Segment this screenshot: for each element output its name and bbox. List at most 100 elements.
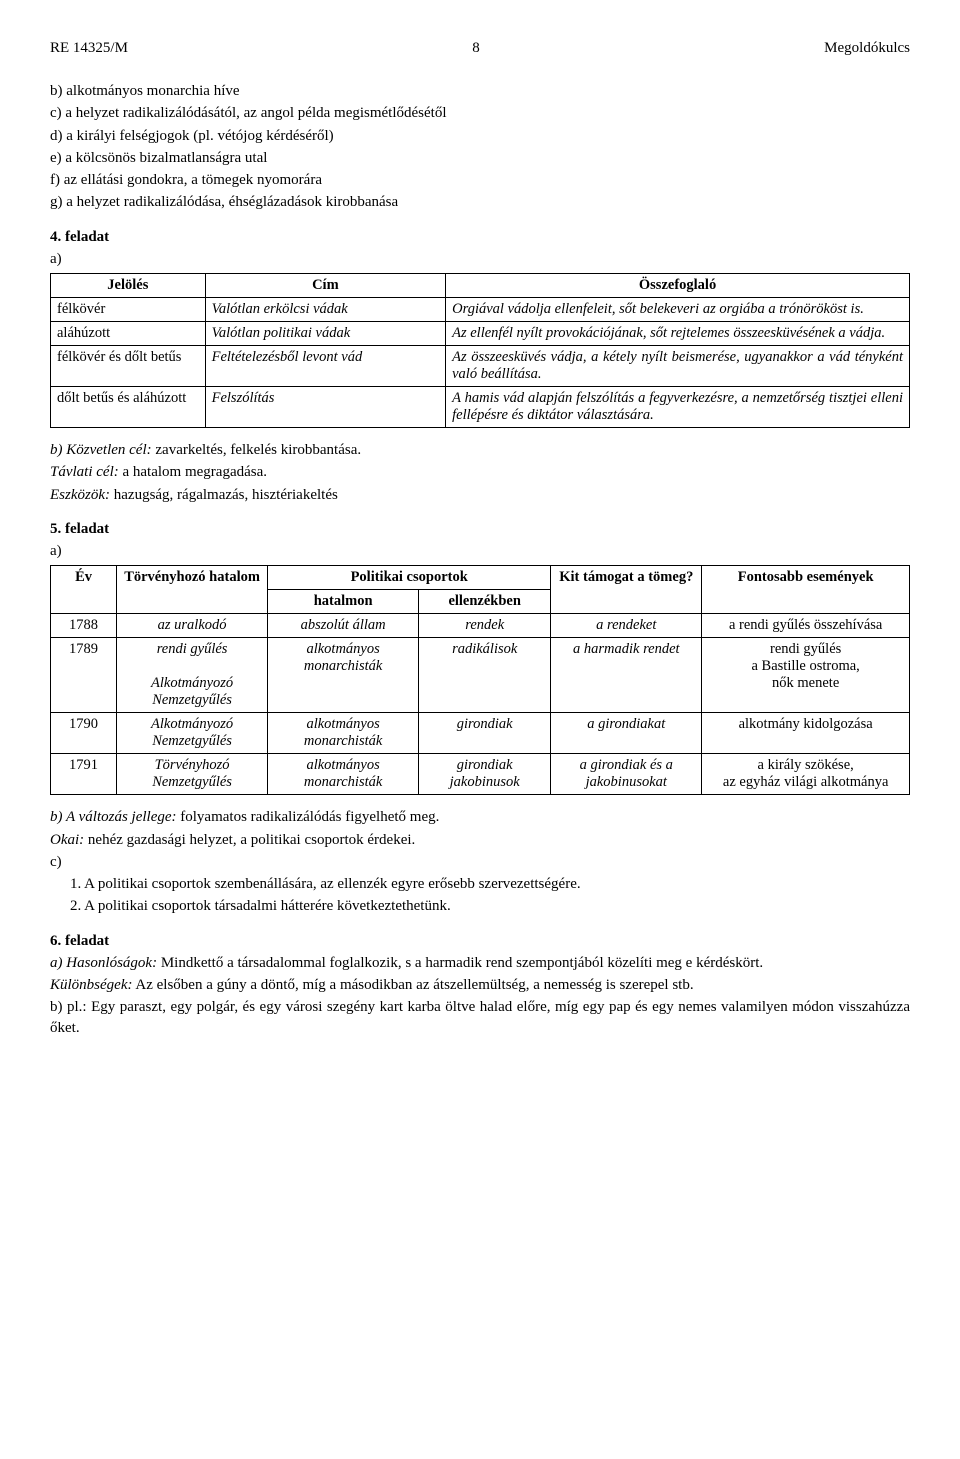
sec5-h-ev: Év <box>51 566 117 614</box>
pre-c: c) a helyzet radikalizálódásától, az ang… <box>50 103 910 123</box>
c: rendi gyűlés a Bastille ostroma, nők men… <box>702 638 910 713</box>
sec6-title: 6. feladat <box>50 931 910 951</box>
c: Törvényhozó Nemzetgyűlés <box>117 754 268 795</box>
sec6-a: a) Hasonlóságok: Mindkettő a társadalomm… <box>50 953 910 973</box>
c: 1788 <box>51 614 117 638</box>
table-row: 1791 Törvényhozó Nemzetgyűlés alkotmányo… <box>51 754 910 795</box>
pre-b: b) alkotmányos monarchia híve <box>50 81 910 101</box>
section-4: 4. feladat a) Jelölés Cím Összefoglaló f… <box>50 227 910 505</box>
sec5-h-pol: Politikai csoportok <box>268 566 551 590</box>
sec4-h1: Jelölés <box>51 274 206 298</box>
table-row: félkövér Valótlan erkölcsi vádak Orgiáva… <box>51 298 910 322</box>
sec4-r3c1: dőlt betűs és aláhúzott <box>51 387 206 428</box>
sec5-table: Év Törvényhozó hatalom Politikai csoport… <box>50 565 910 795</box>
c: alkotmányos monarchisták <box>268 754 419 795</box>
sec5-b: b) A változás jellege: folyamatos radika… <box>50 807 910 827</box>
sec4-b: b) Közvetlen cél: zavarkeltés, felkelés … <box>50 440 910 460</box>
c: girondiak jakobinusok <box>419 754 551 795</box>
sec5-h-torv: Törvényhozó hatalom <box>117 566 268 614</box>
sec5-c1: 1. A politikai csoportok szembenállására… <box>50 874 910 894</box>
section-5: 5. feladat a) Év Törvényhozó hatalom Pol… <box>50 519 910 917</box>
c: abszolút állam <box>268 614 419 638</box>
c: 1790 <box>51 713 117 754</box>
pre-d: d) a királyi felségjogok (pl. vétójog ké… <box>50 126 910 146</box>
c: az uralkodó <box>117 614 268 638</box>
c: 1791 <box>51 754 117 795</box>
sec6-kul-text: Az elsőben a gúny a döntő, míg a második… <box>132 977 693 993</box>
sec4-tav-text: a hatalom megragadása. <box>119 464 267 480</box>
c: a rendeket <box>551 614 702 638</box>
c: a girondiakat <box>551 713 702 754</box>
sec5-c2: 2. A politikai csoportok társadalmi hátt… <box>50 896 910 916</box>
sec4-tav-label: Távlati cél: <box>50 464 119 480</box>
sec5-okai-label: Okai: <box>50 832 84 848</box>
sec4-r0c1: félkövér <box>51 298 206 322</box>
table-row: aláhúzott Valótlan politikai vádak Az el… <box>51 322 910 346</box>
sec6-a-text: Mindkettő a társadalommal foglalkozik, s… <box>157 955 763 971</box>
c: a girondiak és a jakobinusokat <box>551 754 702 795</box>
section-6: 6. feladat a) Hasonlóságok: Mindkettő a … <box>50 931 910 1038</box>
sec5-title: 5. feladat <box>50 519 910 539</box>
table-row: dőlt betűs és aláhúzott Felszólítás A ha… <box>51 387 910 428</box>
sec4-esz: Eszközök: hazugság, rágalmazás, hisztéri… <box>50 485 910 505</box>
c: 1789 <box>51 638 117 713</box>
header-center: 8 <box>472 40 480 57</box>
table-row: 1788 az uralkodó abszolút állam rendek a… <box>51 614 910 638</box>
sec4-table: Jelölés Cím Összefoglaló félkövér Valótl… <box>50 273 910 428</box>
table-row: 1789 rendi gyűlés Alkotmányozó Nemzetgyű… <box>51 638 910 713</box>
pre-e: e) a kölcsönös bizalmatlanságra utal <box>50 148 910 168</box>
sec4-b-text: zavarkeltés, felkelés kirobbantása. <box>152 442 362 458</box>
sec4-r1c1: aláhúzott <box>51 322 206 346</box>
sec4-esz-text: hazugság, rágalmazás, hisztériakeltés <box>110 487 338 503</box>
sec4-r1c3: Az ellenfél nyílt provokációjának, sőt r… <box>446 322 910 346</box>
table-row: félkövér és dőlt betűs Feltételezésből l… <box>51 346 910 387</box>
header-left: RE 14325/M <box>50 40 128 57</box>
table-row: 1790 Alkotmányozó Nemzetgyűlés alkotmány… <box>51 713 910 754</box>
sec5-a: a) <box>50 541 910 561</box>
sec4-r2c2: Feltételezésből levont vád <box>205 346 446 387</box>
sec4-r2c1: félkövér és dőlt betűs <box>51 346 206 387</box>
pre-g: g) a helyzet radikalizálódása, éhségláza… <box>50 192 910 212</box>
sec5-h-pol2: ellenzékben <box>419 590 551 614</box>
c: rendi gyűlés Alkotmányozó Nemzetgyűlés <box>117 638 268 713</box>
c: a rendi gyűlés összehívása <box>702 614 910 638</box>
sec4-r1c2: Valótlan politikai vádak <box>205 322 446 346</box>
sec4-r0c3: Orgiával vádolja ellenfeleit, sőt beleke… <box>446 298 910 322</box>
sec4-esz-label: Eszközök: <box>50 487 110 503</box>
sec4-tav: Távlati cél: a hatalom megragadása. <box>50 462 910 482</box>
sec4-h3: Összefoglaló <box>446 274 910 298</box>
sec4-b-label: b) Közvetlen cél: <box>50 442 152 458</box>
sec4-r2c3: Az összeesküvés vádja, a kétely nyílt be… <box>446 346 910 387</box>
sec6-a-label: a) Hasonlóságok: <box>50 955 157 971</box>
sec5-c: c) <box>50 852 910 872</box>
c: a harmadik rendet <box>551 638 702 713</box>
c: alkotmányos monarchisták <box>268 713 419 754</box>
c: alkotmányos monarchisták <box>268 638 419 713</box>
sec4-r0c2: Valótlan erkölcsi vádak <box>205 298 446 322</box>
sec5-h-pol1: hatalmon <box>268 590 419 614</box>
sec5-h-kit: Kit támogat a tömeg? <box>551 566 702 614</box>
c: radikálisok <box>419 638 551 713</box>
c: Alkotmányozó Nemzetgyűlés <box>117 713 268 754</box>
sec6-b: b) pl.: Egy paraszt, egy polgár, és egy … <box>50 997 910 1038</box>
sec6-kul-label: Különbségek: <box>50 977 132 993</box>
sec4-r3c3: A hamis vád alapján felszólítás a fegyve… <box>446 387 910 428</box>
sec4-r3c2: Felszólítás <box>205 387 446 428</box>
sec5-okai-text: nehéz gazdasági helyzet, a politikai cso… <box>84 832 415 848</box>
sec5-b-text: folyamatos radikalizálódás figyelhető me… <box>177 809 440 825</box>
sec5-b-label: b) A változás jellege: <box>50 809 177 825</box>
c: girondiak <box>419 713 551 754</box>
sec6-kul: Különbségek: Az elsőben a gúny a döntő, … <box>50 975 910 995</box>
sec5-okai: Okai: nehéz gazdasági helyzet, a politik… <box>50 830 910 850</box>
pre-f: f) az ellátási gondokra, a tömegek nyomo… <box>50 170 910 190</box>
header-right: Megoldókulcs <box>824 40 910 57</box>
sec4-a: a) <box>50 249 910 269</box>
page-header: RE 14325/M 8 Megoldókulcs <box>50 40 910 57</box>
sec4-h2: Cím <box>205 274 446 298</box>
c: alkotmány kidolgozása <box>702 713 910 754</box>
c: rendek <box>419 614 551 638</box>
sec4-title: 4. feladat <box>50 227 910 247</box>
pre-list: b) alkotmányos monarchia híve c) a helyz… <box>50 81 910 213</box>
c: a király szökése, az egyház világi alkot… <box>702 754 910 795</box>
sec5-h-font: Fontosabb események <box>702 566 910 614</box>
